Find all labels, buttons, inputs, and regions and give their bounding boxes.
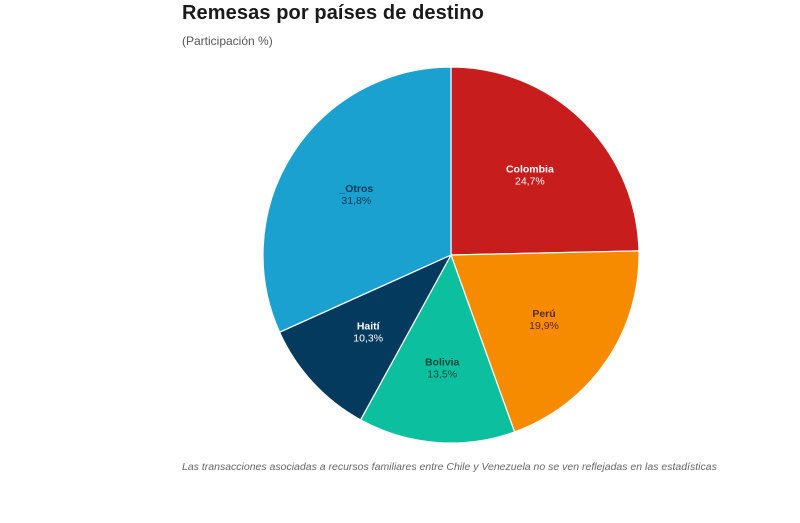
pie-slices [262, 66, 640, 444]
pie-slice-otros [262, 66, 452, 334]
slice-label-value: 24,7% [515, 175, 545, 187]
slice-label-value: 19,9% [529, 320, 559, 332]
chart-title: Remesas por países de destino [182, 2, 484, 24]
slice-label-name: Colombia [506, 163, 554, 175]
pie-slice-hait [278, 253, 453, 421]
pie-slice-per [450, 250, 640, 433]
slice-label-value: 31,8% [341, 195, 371, 207]
slice-label-value: 10,3% [353, 333, 383, 345]
pie-slice-colombia [450, 66, 640, 256]
slice-label-value: 13,5% [427, 369, 457, 381]
slice-label-name: Haití [357, 321, 381, 333]
chart-subtitle: (Participación %) [182, 34, 273, 48]
slice-label-name: _Otros [338, 183, 373, 195]
slice-label-name: Perú [532, 308, 555, 320]
chart-footnote: Las transacciones asociadas a recursos f… [182, 461, 717, 473]
slice-label-name: Bolivia [425, 357, 460, 369]
pie-slice-bolivia [359, 253, 516, 444]
